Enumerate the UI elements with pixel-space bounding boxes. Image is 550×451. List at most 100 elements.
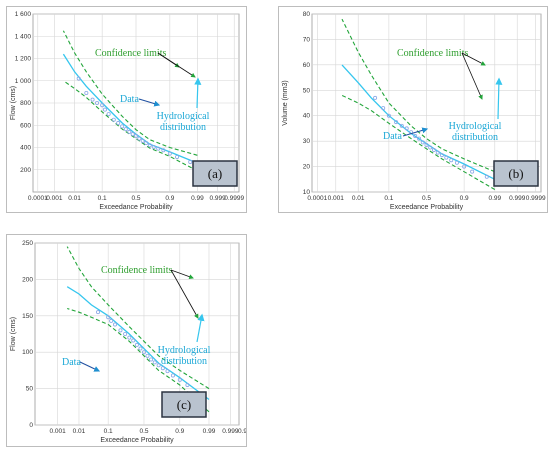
confidence-limits-label-c: Confidence limits <box>101 265 172 276</box>
data-point-a <box>147 143 152 148</box>
data-arrow-b <box>402 127 429 137</box>
data-point-c <box>152 360 157 365</box>
data-point-c <box>177 377 182 382</box>
data-point-c <box>131 338 136 343</box>
hydrological-label-a: Hydrological <box>157 111 210 122</box>
data-point-b <box>444 155 449 160</box>
y-tick-label-b: 60 <box>303 62 311 69</box>
y-tick-label-b: 80 <box>303 11 311 18</box>
y-tick-label-c: 50 <box>26 386 34 393</box>
confidence-arrow-b <box>461 52 483 100</box>
data-point-b <box>449 158 454 163</box>
x-tick-label-a: 0.01 <box>68 195 81 202</box>
data-label-a: Data <box>120 94 139 105</box>
data-point-c <box>138 346 143 351</box>
data-point-c <box>145 353 150 358</box>
x-tick-label-b: 0.0001 <box>307 195 327 202</box>
y-tick-label-a: 1 600 <box>15 11 32 18</box>
data-point-b <box>462 164 467 169</box>
data-point-c <box>113 322 118 327</box>
data-point-a <box>156 146 161 151</box>
lower-confidence-line-b <box>341 94 496 190</box>
confidence-arrow-a <box>157 52 196 78</box>
data-point-a <box>127 129 132 134</box>
data-point-a <box>102 107 107 112</box>
data-point-a <box>134 133 139 138</box>
chart-panel-a: 200 400 600 800 1 000 1 200 1 400 1 600 0.9999 0.… <box>6 6 247 213</box>
upper-confidence-line-b <box>341 18 496 173</box>
lower-confidence-line-c <box>67 307 210 413</box>
data-point-c <box>170 373 175 378</box>
panel-label-box-b <box>493 160 539 187</box>
confidence-limits-label-a: Confidence limits <box>95 48 166 59</box>
y-tick-label-a: 1 000 <box>15 78 32 85</box>
x-tick-label-b: 0.001 <box>328 195 345 202</box>
data-point-b <box>470 169 475 174</box>
x-tick-label-a: 0.001 <box>46 195 63 202</box>
data-point-a <box>137 136 142 141</box>
x-axis-label-b: Exceedance Probability <box>390 204 464 211</box>
y-tick-label-c: 100 <box>22 349 33 356</box>
x-tick-label-a: 0.999 <box>209 195 226 202</box>
data-point-c <box>96 310 101 315</box>
data-point-a <box>106 112 111 117</box>
data-point-b <box>431 148 436 153</box>
x-tick-label-c: 0.99 <box>203 428 216 435</box>
x-tick-label-c: 0.9999 <box>238 428 246 435</box>
data-point-a <box>76 76 81 81</box>
x-tick-label-c: 0.5 <box>139 428 148 435</box>
panel-label-box-c <box>161 391 207 418</box>
data-point-a <box>95 101 100 106</box>
y-tick-label-b: 50 <box>303 87 311 94</box>
data-point-c <box>127 335 132 340</box>
x-tick-label-a: 0.1 <box>98 195 107 202</box>
x-tick-label-a: 0.9999 <box>224 195 244 202</box>
x-axis-label-c: Exceedance Probability <box>100 437 174 444</box>
x-tick-label-c: 0.1 <box>104 428 113 435</box>
lower-confidence-line-a <box>63 80 198 172</box>
data-arrow-a <box>138 98 161 107</box>
y-axis-label-a: Flow (cms) <box>10 86 17 120</box>
data-point-b <box>484 174 489 179</box>
x-tick-label-b: 0.9999 <box>526 195 546 202</box>
data-point-a <box>175 154 180 159</box>
y-tick-label-c: 0 <box>29 422 33 429</box>
data-point-c <box>141 350 146 355</box>
panel-label-b: (b) <box>508 166 523 181</box>
x-tick-label-a: 0.0001 <box>28 195 48 202</box>
data-point-b <box>428 145 433 150</box>
data-point-c <box>118 328 123 333</box>
data-point-a <box>90 97 95 102</box>
data-point-b <box>413 134 418 139</box>
data-point-a <box>120 124 125 129</box>
x-tick-label-c: 0.01 <box>73 428 86 435</box>
y-tick-label-a: 800 <box>20 100 31 107</box>
upper-confidence-line-c <box>66 246 210 390</box>
x-tick-label-c: 0.999 <box>222 428 239 435</box>
data-point-a <box>100 103 105 108</box>
y-axis-label-c: Flow (cms) <box>10 317 17 351</box>
y-tick-label-a: 400 <box>20 145 31 152</box>
data-point-a <box>123 127 128 132</box>
data-point-b <box>435 150 440 155</box>
data-point-c <box>165 369 170 374</box>
distribution-arrow-b <box>495 77 503 120</box>
data-point-a <box>188 159 193 164</box>
y-tick-label-b: 10 <box>303 189 311 196</box>
x-tick-label-c: 0.9 <box>175 428 184 435</box>
y-tick-label-b: 70 <box>303 36 311 43</box>
data-point-b <box>439 153 444 158</box>
data-point-c <box>109 318 114 323</box>
panel-label-c: (c) <box>177 397 191 412</box>
distribution-arrow-c <box>196 313 205 343</box>
data-point-a <box>84 90 89 95</box>
y-tick-label-b: 40 <box>303 113 311 120</box>
y-tick-label-a: 1 400 <box>15 33 32 40</box>
x-tick-label-b: 0.9 <box>460 195 469 202</box>
data-point-c <box>156 363 161 368</box>
hydrological-label-b: Hydrological <box>449 121 502 132</box>
distribution-arrow-a <box>194 77 202 109</box>
hydrological-label-c: Hydrological <box>158 345 211 356</box>
data-point-a <box>111 117 116 122</box>
